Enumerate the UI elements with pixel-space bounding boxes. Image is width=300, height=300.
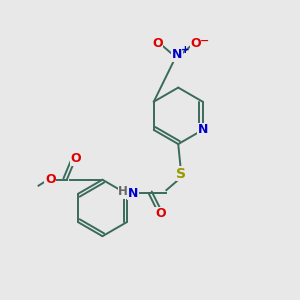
- Text: N: N: [128, 187, 138, 200]
- Text: O: O: [155, 207, 166, 220]
- Text: N: N: [197, 123, 208, 136]
- Text: −: −: [200, 36, 209, 46]
- Text: O: O: [45, 173, 56, 186]
- Text: O: O: [152, 37, 163, 50]
- Text: O: O: [191, 37, 201, 50]
- Text: H: H: [118, 185, 128, 198]
- Text: N: N: [172, 48, 182, 62]
- Text: +: +: [180, 45, 189, 56]
- Text: S: S: [176, 167, 186, 181]
- Text: O: O: [70, 152, 81, 165]
